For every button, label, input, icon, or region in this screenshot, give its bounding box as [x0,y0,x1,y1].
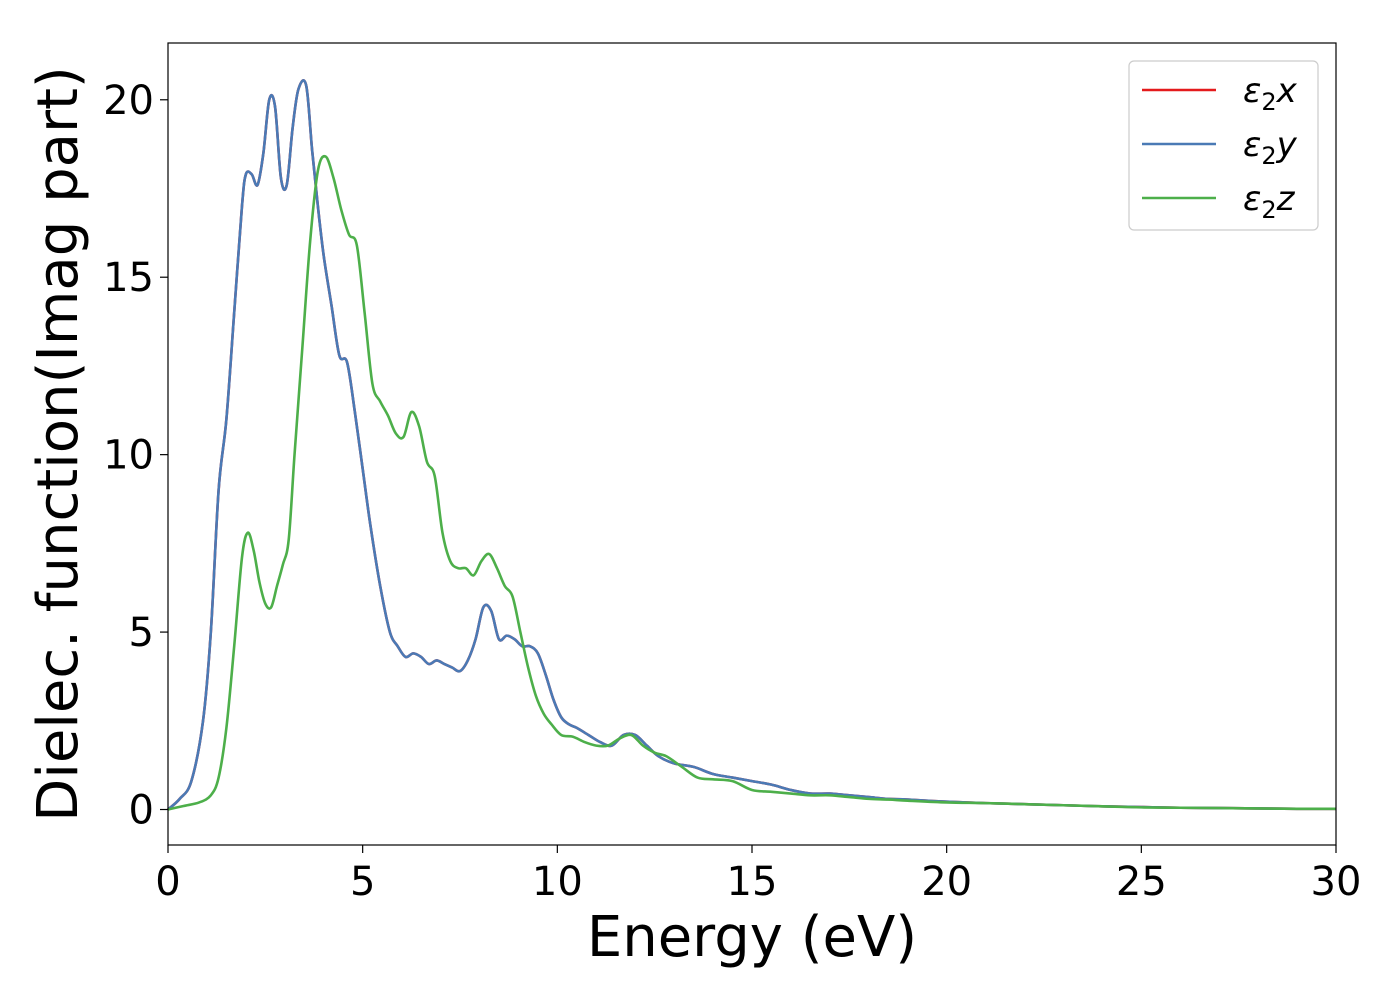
x-axis-ticks: 0 5 10 15 20 25 30 [155,845,1361,905]
series-layer [167,79,1337,811]
y-tick-label: 0 [129,788,154,834]
y-tick-label: 5 [129,610,154,656]
x-tick-label: 15 [727,859,778,905]
legend-label-z: ε2z [1243,179,1296,224]
x-tick-label: 5 [350,859,375,905]
y-tick-label: 10 [103,433,154,479]
x-tick-label: 20 [921,859,972,905]
x-tick-label: 30 [1311,859,1362,905]
legend: ε2x ε2y ε2z [1128,60,1319,231]
y-axis-title: Dielec. function(Imag part) [26,66,91,822]
legend-label-x: ε2x [1243,71,1298,116]
x-tick-label: 0 [155,859,180,905]
x-tick-label: 10 [532,859,583,905]
x-tick-label: 25 [1116,859,1167,905]
x-axis-title: Energy (eV) [587,905,917,970]
y-axis-ticks: 0 5 10 15 20 [103,78,168,834]
y-tick-label: 20 [103,78,154,124]
legend-box [1128,60,1319,231]
legend-label-y: ε2y [1243,125,1298,170]
y-tick-label: 15 [103,255,154,301]
series-line-z [167,154,1337,811]
series-line-y [167,79,1337,811]
